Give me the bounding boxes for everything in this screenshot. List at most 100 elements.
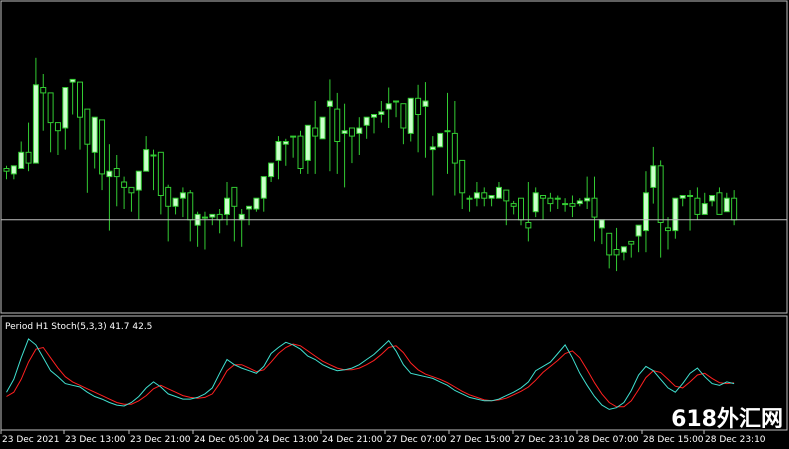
- candle: [260, 176, 267, 212]
- candle-body-bull: [672, 197, 679, 232]
- candle-body-bear: [628, 240, 635, 245]
- candle-body-bear: [591, 197, 598, 218]
- candle: [319, 116, 326, 140]
- candle-body-bull: [363, 116, 370, 126]
- candle-body-bull: [378, 111, 385, 116]
- candle: [179, 187, 186, 218]
- candle-body-bear: [84, 108, 91, 145]
- candle: [304, 124, 311, 174]
- candle-body-bull: [642, 192, 649, 232]
- candle-body-bear: [231, 186, 238, 207]
- candle: [532, 187, 539, 218]
- candle: [481, 187, 488, 207]
- candle-body-bull: [532, 192, 539, 213]
- candle-body-bear: [510, 203, 517, 207]
- indicator-label: Period H1 Stoch(5,3,3) 41.7 42.5: [5, 322, 152, 332]
- candle: [312, 101, 319, 174]
- candle: [341, 103, 348, 188]
- candle-body-bull: [319, 116, 326, 140]
- candle: [150, 149, 157, 191]
- candle-body-bull: [495, 186, 502, 199]
- candle: [371, 114, 377, 134]
- candle: [518, 197, 524, 226]
- candle: [40, 74, 47, 131]
- candle-body-bear: [99, 119, 106, 175]
- candle: [385, 87, 392, 128]
- candle-body-bull: [562, 203, 569, 206]
- candle-body-bear: [606, 232, 613, 256]
- stoch-main-line: [6, 338, 735, 410]
- candle-body-bull: [473, 192, 480, 199]
- candle: [106, 144, 113, 231]
- time-label: 24 Dec 13:00: [258, 435, 319, 445]
- time-axis: 23 Dec 2021 23 Dec 13:00 23 Dec 21:00 24 De…: [0, 430, 766, 445]
- candle: [3, 165, 10, 180]
- candle-body-bear: [40, 87, 47, 94]
- candle: [687, 190, 694, 231]
- candle-body-bear: [3, 168, 10, 172]
- candle: [356, 117, 363, 155]
- time-label: 24 Dec 05:00: [194, 435, 255, 445]
- candle-body-bear: [716, 192, 723, 215]
- candle-body-bear: [165, 186, 172, 207]
- candle-body-bull: [584, 197, 591, 202]
- candle-body-bull: [385, 103, 392, 110]
- candle-body-bear: [312, 127, 319, 137]
- candle-body-bear: [731, 197, 738, 221]
- candle-body-bull: [393, 100, 400, 103]
- candle-body-bull: [201, 216, 208, 219]
- candle-body-bear: [113, 168, 120, 178]
- candle: [525, 182, 532, 242]
- candle: [540, 195, 547, 220]
- candle-body-bull: [341, 130, 348, 134]
- candle: [47, 92, 54, 153]
- candle-body-bear: [518, 197, 524, 221]
- candle: [613, 227, 620, 272]
- candle: [407, 97, 414, 142]
- candle: [591, 176, 598, 242]
- candle-body-bear: [348, 127, 355, 137]
- candle: [187, 190, 194, 242]
- candle-body-bear: [525, 222, 532, 229]
- candle: [569, 195, 576, 218]
- candle-body-bear: [547, 197, 554, 205]
- candle: [665, 217, 671, 250]
- candle: [635, 224, 642, 253]
- candle: [562, 198, 569, 212]
- candle: [128, 186, 135, 212]
- candle-body-bull: [437, 132, 444, 148]
- candle: [275, 136, 282, 180]
- candle: [54, 122, 61, 155]
- candle-body-bull: [91, 116, 98, 153]
- candle: [451, 101, 458, 196]
- stoch-signal-line: [6, 343, 735, 408]
- candle-body-bull: [135, 170, 142, 191]
- candle: [77, 81, 83, 150]
- stochastic-layer: [6, 338, 735, 410]
- candle: [716, 187, 723, 215]
- candle: [473, 182, 480, 207]
- time-label: 23 Dec 13:00: [65, 435, 126, 445]
- candle-body-bull: [635, 224, 642, 237]
- candle: [488, 195, 495, 207]
- candle: [415, 84, 422, 153]
- candle-body-bear: [54, 122, 61, 132]
- candle-body-bear: [121, 181, 128, 188]
- candle: [84, 108, 91, 193]
- time-label: 24 Dec 21:00: [322, 435, 383, 445]
- indicator-panel-frame: [0, 315, 788, 431]
- candle: [422, 82, 429, 158]
- candle: [584, 176, 591, 209]
- candle: [253, 197, 260, 212]
- watermark: 618外汇网: [671, 407, 783, 432]
- candle: [216, 209, 223, 234]
- candle: [194, 211, 201, 247]
- candle: [437, 132, 444, 148]
- candle: [32, 57, 39, 164]
- candle-body-bear: [400, 103, 407, 129]
- candle: [363, 116, 370, 139]
- candle-body-bull: [709, 195, 716, 202]
- candle: [246, 205, 253, 226]
- candle: [694, 187, 701, 220]
